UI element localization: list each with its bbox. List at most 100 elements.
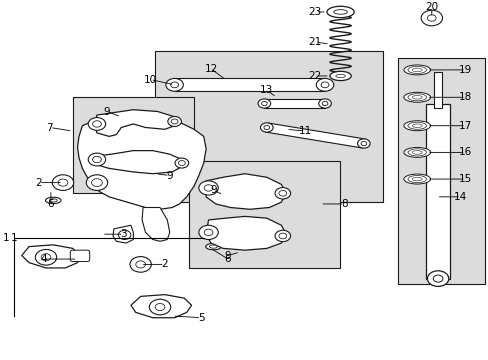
Circle shape: [52, 175, 74, 190]
Circle shape: [264, 125, 269, 130]
Text: 9: 9: [210, 185, 216, 195]
Circle shape: [274, 188, 290, 199]
Polygon shape: [21, 245, 80, 268]
Text: 14: 14: [453, 192, 467, 202]
Circle shape: [321, 82, 328, 88]
Bar: [397, 58, 484, 284]
Bar: [73, 97, 194, 193]
Circle shape: [136, 261, 145, 268]
Circle shape: [260, 123, 273, 132]
Ellipse shape: [407, 176, 426, 183]
Circle shape: [261, 102, 266, 105]
Text: 20: 20: [425, 2, 437, 12]
Circle shape: [420, 10, 442, 26]
Ellipse shape: [403, 174, 430, 184]
Text: 13: 13: [260, 85, 273, 95]
Circle shape: [204, 185, 212, 191]
Ellipse shape: [403, 92, 430, 102]
Circle shape: [171, 119, 178, 124]
Ellipse shape: [329, 71, 350, 81]
Circle shape: [278, 233, 286, 239]
Circle shape: [165, 78, 183, 91]
Circle shape: [318, 99, 331, 108]
Circle shape: [199, 181, 218, 195]
Circle shape: [175, 158, 188, 168]
Text: 6: 6: [47, 199, 54, 209]
Text: 16: 16: [458, 147, 471, 157]
Ellipse shape: [209, 245, 217, 248]
Circle shape: [178, 161, 185, 166]
Text: 15: 15: [458, 174, 471, 184]
Circle shape: [278, 190, 286, 196]
Polygon shape: [206, 174, 285, 209]
Circle shape: [88, 153, 105, 166]
Text: 18: 18: [458, 92, 471, 102]
Text: 19: 19: [458, 65, 471, 75]
Circle shape: [360, 141, 366, 145]
Ellipse shape: [411, 124, 421, 127]
Ellipse shape: [335, 74, 345, 77]
Text: 8: 8: [341, 199, 347, 209]
Bar: [433, 72, 441, 108]
Ellipse shape: [403, 121, 430, 131]
Circle shape: [167, 117, 181, 126]
Text: 7: 7: [46, 122, 53, 132]
Ellipse shape: [407, 94, 426, 101]
Ellipse shape: [411, 68, 421, 72]
Circle shape: [35, 249, 57, 265]
Text: 17: 17: [458, 121, 471, 131]
Text: 12: 12: [204, 64, 217, 74]
Ellipse shape: [326, 6, 353, 18]
Circle shape: [149, 299, 170, 315]
Polygon shape: [78, 115, 206, 209]
Text: 9: 9: [224, 251, 231, 261]
Circle shape: [427, 15, 435, 21]
Bar: [425, 104, 449, 279]
Text: 23: 23: [308, 7, 321, 17]
Ellipse shape: [49, 199, 57, 202]
Ellipse shape: [407, 149, 426, 156]
Polygon shape: [206, 216, 285, 250]
Ellipse shape: [411, 177, 421, 181]
Text: 1: 1: [11, 233, 18, 243]
Polygon shape: [94, 110, 174, 136]
Circle shape: [130, 257, 151, 272]
Circle shape: [92, 156, 101, 163]
Polygon shape: [265, 123, 365, 148]
Text: 11: 11: [298, 126, 312, 136]
Polygon shape: [97, 150, 182, 174]
Circle shape: [274, 230, 290, 242]
Circle shape: [155, 303, 164, 311]
Text: 22: 22: [308, 71, 321, 81]
Circle shape: [92, 121, 101, 127]
Circle shape: [357, 139, 369, 148]
Circle shape: [322, 102, 327, 105]
Text: 2: 2: [161, 260, 168, 269]
Circle shape: [41, 254, 51, 261]
Circle shape: [427, 271, 448, 287]
Polygon shape: [142, 207, 169, 241]
Ellipse shape: [403, 65, 430, 75]
Text: 3: 3: [120, 229, 127, 239]
Ellipse shape: [205, 243, 221, 250]
Polygon shape: [264, 99, 325, 108]
Polygon shape: [174, 78, 325, 91]
Circle shape: [316, 78, 333, 91]
Ellipse shape: [403, 147, 430, 157]
Bar: [155, 51, 383, 202]
Ellipse shape: [411, 150, 421, 154]
Ellipse shape: [407, 66, 426, 73]
Circle shape: [258, 99, 270, 108]
Ellipse shape: [407, 122, 426, 129]
Ellipse shape: [45, 197, 61, 204]
Ellipse shape: [333, 10, 346, 14]
Ellipse shape: [411, 95, 421, 99]
Text: 9: 9: [166, 171, 173, 180]
Polygon shape: [113, 225, 133, 243]
Text: 10: 10: [143, 75, 157, 85]
Circle shape: [86, 175, 107, 190]
Text: 6: 6: [224, 254, 231, 264]
Text: 2: 2: [35, 177, 42, 188]
Circle shape: [91, 179, 102, 186]
Text: 5: 5: [198, 313, 204, 323]
